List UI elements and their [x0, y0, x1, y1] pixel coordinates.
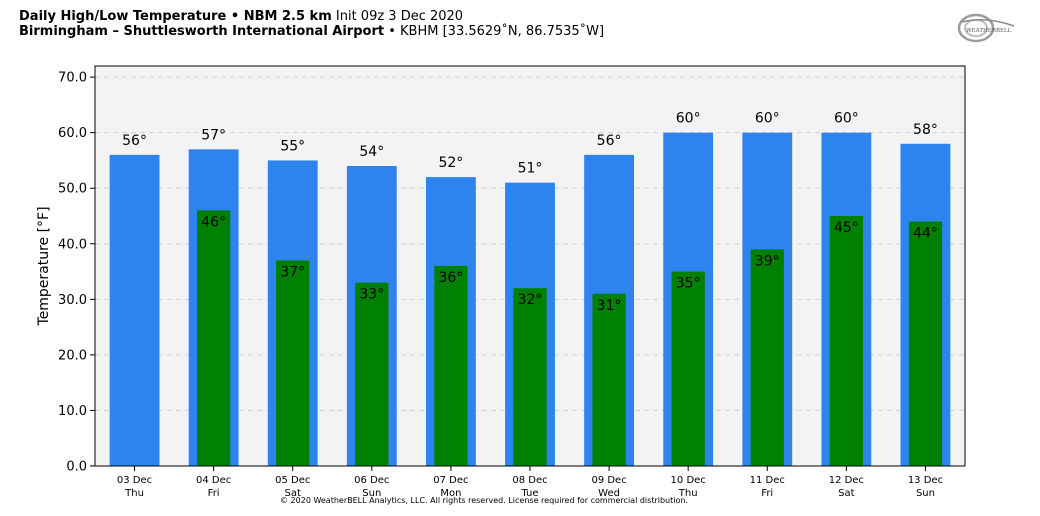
high-label: 54° [359, 144, 384, 160]
x-tick-label: 06 Dec [354, 475, 389, 486]
low-bar [197, 210, 231, 466]
x-tick-label: 13 Dec [908, 475, 943, 486]
chart-title-line-1: Daily High/Low Temperature • NBM 2.5 km … [19, 9, 463, 24]
y-tick-label: 30.0 [58, 293, 87, 308]
low-bar [671, 271, 705, 466]
x-tick-label: 04 Dec [196, 475, 231, 486]
x-weekday-label: Wed [598, 488, 620, 499]
high-label: 60° [834, 111, 859, 127]
y-tick-label: 0.0 [66, 460, 87, 475]
copyright-footer: © 2020 WeatherBELL Analytics, LLC. All r… [280, 496, 688, 505]
high-bar [109, 154, 160, 466]
location-name: Birmingham – Shuttlesworth International… [19, 24, 385, 39]
y-tick-label: 50.0 [58, 182, 87, 197]
low-bar [434, 266, 468, 466]
low-label: 39° [755, 253, 780, 269]
chart-title-line-2: Birmingham – Shuttlesworth International… [19, 24, 604, 39]
x-weekday-label: Thu [124, 488, 144, 499]
low-label: 37° [280, 264, 305, 280]
high-label: 57° [201, 127, 226, 143]
x-tick-label: 08 Dec [512, 475, 547, 486]
chart-title: Daily High/Low Temperature • NBM 2.5 km [19, 9, 332, 24]
x-tick-label: 07 Dec [433, 475, 468, 486]
high-label: 56° [122, 133, 147, 149]
x-weekday-label: Mon [440, 488, 461, 499]
low-label: 33° [359, 287, 384, 303]
low-bar [750, 249, 784, 466]
plot-frame [94, 65, 966, 467]
weatherbell-logo-icon: WEATHERBELL [957, 13, 1015, 43]
low-label: 44° [913, 226, 938, 242]
low-label: 46° [201, 214, 226, 230]
x-weekday-label: Sun [362, 488, 381, 499]
location-meta: • KBHM [33.5629˚N, 86.7535˚W] [388, 24, 605, 39]
low-bar [355, 282, 389, 466]
low-label: 31° [597, 298, 622, 314]
y-tick-label: 70.0 [58, 71, 87, 86]
y-axis-label: Temperature [°F] [36, 206, 52, 326]
x-tick-label: 05 Dec [275, 475, 310, 486]
low-bar [592, 293, 626, 466]
low-bar [908, 221, 943, 466]
low-bar [829, 216, 863, 466]
high-label: 52° [438, 155, 463, 171]
high-label: 55° [280, 138, 305, 154]
high-label: 58° [913, 122, 938, 138]
x-tick-label: 12 Dec [829, 475, 864, 486]
x-weekday-label: Fri [761, 488, 773, 499]
high-label: 60° [755, 111, 780, 127]
logo-text: WEATHERBELL [966, 28, 1012, 34]
low-bar [276, 260, 310, 466]
x-tick-label: 10 Dec [671, 475, 706, 486]
low-label: 35° [676, 276, 701, 292]
x-weekday-label: Fri [208, 488, 220, 499]
low-label: 32° [518, 292, 543, 308]
x-weekday-label: Sat [285, 488, 301, 499]
low-bar [513, 288, 547, 466]
y-tick-label: 10.0 [58, 404, 87, 419]
high-label: 51° [518, 161, 543, 177]
y-tick-label: 20.0 [58, 348, 87, 363]
x-weekday-label: Tue [520, 488, 538, 499]
y-tick-label: 40.0 [58, 237, 87, 252]
init-time: Init 09z 3 Dec 2020 [335, 9, 464, 24]
low-label: 36° [438, 270, 463, 286]
x-weekday-label: Thu [678, 488, 698, 499]
x-weekday-label: Sun [916, 488, 935, 499]
x-tick-label: 11 Dec [750, 475, 785, 486]
low-label: 45° [834, 220, 859, 236]
y-tick-label: 60.0 [58, 126, 87, 141]
x-tick-label: 09 Dec [591, 475, 626, 486]
x-weekday-label: Sat [838, 488, 854, 499]
high-label: 56° [597, 133, 622, 149]
x-tick-label: 03 Dec [117, 475, 152, 486]
high-label: 60° [676, 111, 701, 127]
